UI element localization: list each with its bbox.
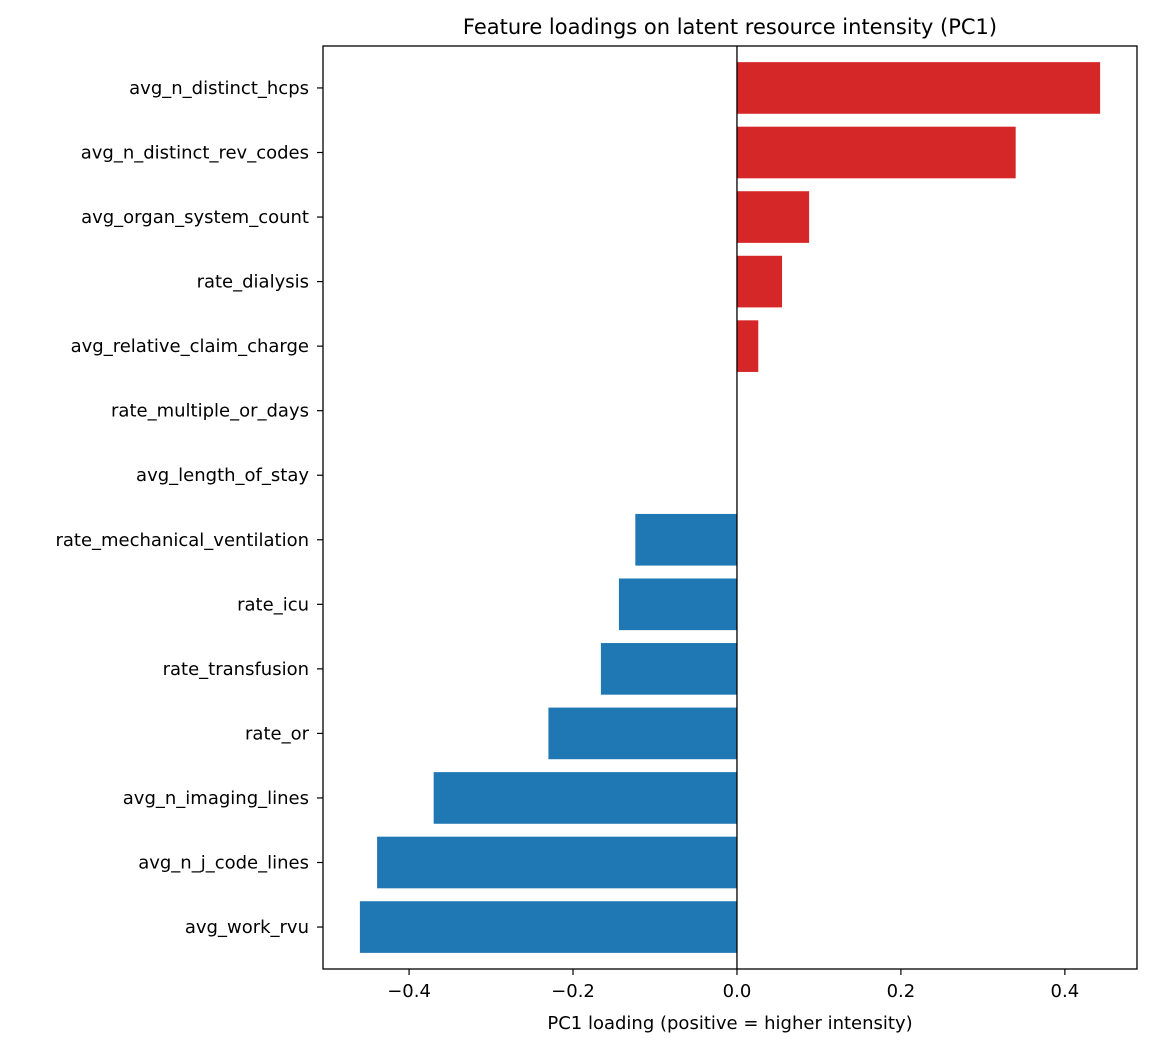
- bar-avg_n_distinct_rev_codes: [736, 126, 1016, 179]
- y-tick-label: rate_or: [245, 723, 310, 744]
- bar-avg_n_j_code_lines: [377, 836, 737, 889]
- bar-avg_n_distinct_hcps: [736, 62, 1101, 114]
- y-tick-label: avg_n_distinct_hcps: [129, 78, 309, 99]
- bar-avg_relative_claim_charge: [736, 320, 759, 372]
- y-tick-label: rate_icu: [237, 594, 309, 615]
- x-axis-label: PC1 loading (positive = higher intensity…: [547, 1013, 912, 1034]
- x-tick-label: 0.4: [1051, 981, 1080, 1002]
- y-tick-label: avg_n_j_code_lines: [138, 853, 309, 874]
- y-tick-label: avg_work_rvu: [185, 917, 309, 938]
- bar-rate_dialysis: [736, 255, 783, 308]
- x-tick-label: −0.4: [387, 981, 431, 1002]
- x-tick-label: −0.2: [551, 981, 595, 1002]
- y-tick-labels: avg_n_distinct_hcps avg_n_distinct_rev_co…: [55, 78, 323, 938]
- bar-avg_work_rvu: [359, 901, 737, 953]
- y-tick-label: avg_relative_claim_charge: [71, 336, 309, 357]
- bar-avg_organ_system_count: [736, 191, 810, 243]
- y-tick-label: avg_length_of_stay: [136, 465, 309, 486]
- bar-rate_icu: [618, 578, 737, 631]
- x-tick-label: 0.2: [887, 981, 916, 1002]
- bar-rate_or: [548, 707, 737, 760]
- y-tick-label: rate_transfusion: [163, 659, 309, 680]
- y-tick-label: rate_multiple_or_days: [111, 401, 309, 422]
- y-tick-label: avg_organ_system_count: [81, 207, 309, 228]
- y-tick-label: avg_n_imaging_lines: [123, 788, 309, 809]
- y-tick-label: rate_dialysis: [197, 272, 309, 293]
- bar-rate_transfusion: [600, 643, 737, 695]
- chart-title: Feature loadings on latent resource inte…: [463, 15, 997, 39]
- x-tick-label: 0.0: [723, 981, 752, 1002]
- x-tick-labels: −0.4 −0.2 0.0 0.2 0.4: [387, 969, 1079, 1002]
- bar-rate_mechanical_ventilation: [635, 513, 737, 566]
- bars: [359, 62, 1101, 953]
- plot-frame: [322, 45, 1138, 970]
- bar-avg_n_imaging_lines: [433, 772, 737, 824]
- y-tick-label: avg_n_distinct_rev_codes: [81, 143, 309, 164]
- y-tick-label: rate_mechanical_ventilation: [55, 530, 309, 551]
